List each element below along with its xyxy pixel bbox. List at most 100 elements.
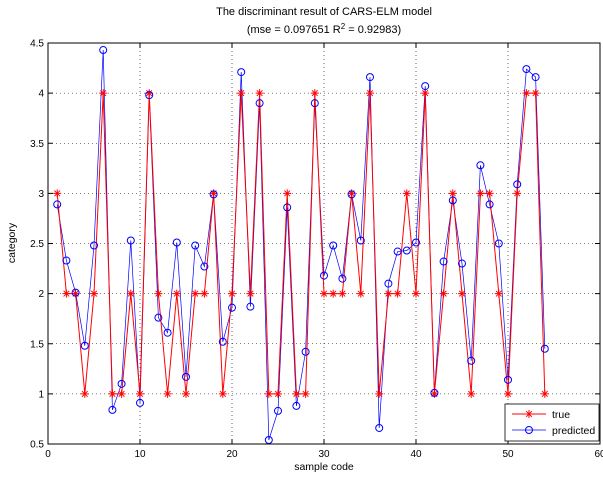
legend-true-swatch [512,410,546,418]
data-point-true [402,189,411,198]
data-point-true [237,89,246,98]
data-point-true [329,289,338,298]
data-point-true [117,389,126,398]
data-point-predicted [448,196,457,205]
data-point-predicted [531,73,540,82]
data-point-true [163,389,172,398]
axis-ticks: 0 10 20 30 40 50 60 0.5 1 1.5 2 2.5 3 3.5 4 4.5 [30,39,603,461]
data-point-true [522,89,531,98]
data-point-predicted [439,257,448,266]
data-point-predicted [182,372,190,381]
x-tick-label: 50 [502,449,514,460]
data-point-predicted [421,82,430,91]
data-point-true [255,89,264,98]
data-point-true [172,289,181,298]
data-point-predicted [99,46,108,55]
data-point-true [200,289,209,298]
x-axis-label: sample code [294,461,354,473]
data-point-true [356,289,365,298]
data-point-true [154,289,163,298]
data-point-true [384,289,393,298]
plot-series [53,46,549,444]
data-point-predicted [53,200,62,209]
data-point-predicted [237,68,246,77]
data-point-predicted [209,190,218,199]
legend-box [504,403,600,442]
data-point-true [99,89,108,98]
x-tick-label: 60 [594,449,603,460]
data-point-predicted [90,241,98,250]
data-point-predicted [540,344,549,353]
data-point-predicted [274,406,282,415]
x-tick-label: 30 [318,449,330,460]
data-point-predicted [71,288,80,297]
chart-title: The discriminant result of CARS-ELM mode… [216,6,432,18]
x-tick-label: 20 [226,449,238,460]
data-point-predicted [402,246,411,255]
legend-true-marker [525,410,533,418]
data-point-predicted [393,247,402,256]
data-point-true [393,289,402,298]
data-point-predicted [366,73,374,82]
y-tick-label: 3 [38,189,44,200]
data-point-true [366,89,374,98]
chart-subtitle: (mse = 0.097651 R2 = 0.92983) [247,22,401,36]
data-point-predicted [200,262,209,271]
data-point-predicted [310,99,319,108]
data-point-predicted [218,337,227,346]
data-point-true [476,189,485,198]
data-point-predicted [145,91,154,100]
y-tick-label: 2.5 [30,239,44,250]
data-point-true [421,89,430,98]
data-point-predicted [292,401,301,410]
data-point-predicted [246,302,255,311]
legend-predicted-swatch [512,426,546,434]
data-point-true [485,189,494,198]
y-tick-label: 1 [38,389,44,400]
y-tick-label: 0.5 [30,440,44,451]
y-tick-label: 3.5 [30,139,44,150]
data-point-true [246,289,255,298]
data-point-true [228,289,236,298]
data-point-true [264,389,273,398]
data-point-predicted [467,356,476,365]
data-point-true [320,289,328,298]
data-point-true [292,389,301,398]
data-point-true [310,89,319,98]
y-tick-label: 4.5 [30,39,44,50]
data-point-predicted [412,238,420,247]
data-point-predicted [108,405,117,414]
data-point-predicted [301,347,310,356]
data-point-true [182,389,190,398]
data-point-true [274,389,282,398]
data-point-predicted [458,259,466,268]
series-line-true [56,92,546,395]
x-tick-label: 10 [134,449,146,460]
data-point-predicted [255,99,264,108]
data-point-predicted [191,241,200,250]
data-point-true [108,389,117,398]
x-tick-label: 0 [45,449,51,460]
data-point-true [283,189,292,198]
data-point-predicted [320,271,328,280]
data-point-predicted [494,239,503,248]
data-point-true [467,389,476,398]
data-point-predicted [338,274,347,283]
data-point-predicted [136,398,144,407]
data-point-predicted [264,435,273,444]
data-point-predicted [329,241,338,250]
data-point-predicted [384,279,393,288]
data-point-predicted [80,341,89,350]
data-point-true [504,389,512,398]
data-point-predicted [154,313,163,322]
y-axis-label: category [6,222,18,263]
data-point-true [338,289,347,298]
legend-predicted-label: predicted [552,425,595,437]
data-point-true [458,289,466,298]
y-tick-label: 1.5 [30,339,44,350]
data-point-predicted [163,328,172,337]
data-point-predicted [375,423,384,432]
data-point-predicted [356,236,365,245]
data-point-true [412,289,420,298]
